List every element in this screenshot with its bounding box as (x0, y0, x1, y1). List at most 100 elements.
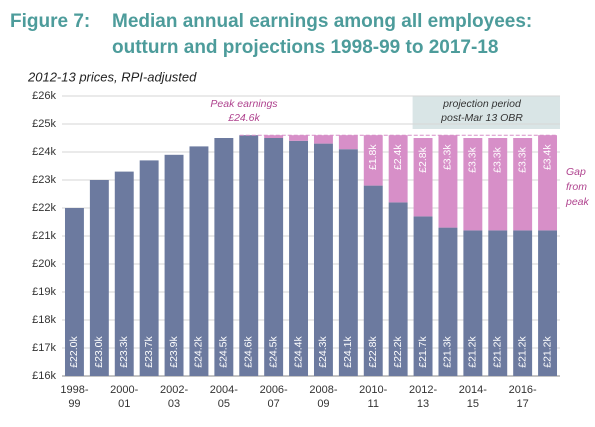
bar (189, 146, 209, 376)
value-label: £21.2k (516, 335, 528, 367)
bar (488, 230, 508, 376)
value-label: £3.3k (492, 146, 504, 172)
gap-bar (538, 135, 558, 231)
y-tick-label: £20k (32, 258, 56, 270)
gap-bar (513, 138, 533, 231)
value-label: £3.4k (541, 144, 553, 170)
value-label: £24.6k (243, 335, 255, 367)
value-label: £3.3k (442, 144, 454, 170)
bar (64, 208, 84, 376)
x-tick-label: 2002- (160, 384, 188, 396)
x-tick-label: 11 (368, 398, 379, 410)
annotation: post-Mar 13 OBR (440, 112, 523, 124)
bar (463, 230, 483, 376)
annotation: Gap (566, 166, 586, 178)
value-label: £2.8k (417, 146, 429, 172)
y-tick-label: £23k (32, 174, 56, 186)
x-tick-label: 2004- (210, 384, 238, 396)
bar (114, 171, 134, 376)
gap-bar (289, 135, 309, 141)
x-tick-label: 2000- (110, 384, 138, 396)
x-tick-label: 2006- (260, 384, 288, 396)
value-label: £21.2k (492, 335, 504, 367)
bar (214, 138, 234, 376)
x-tick-label: 99 (68, 398, 80, 410)
x-tick-label: 15 (467, 398, 479, 410)
x-tick-label: 05 (218, 398, 230, 410)
value-label: £24.5k (218, 335, 230, 367)
gap-bar (463, 138, 483, 231)
x-tick-label: 03 (168, 398, 180, 410)
value-label: £21.2k (541, 335, 553, 367)
bar (313, 143, 333, 376)
gap-bar (388, 135, 408, 203)
value-label: £24.1k (342, 335, 354, 367)
bar (538, 230, 558, 376)
x-tick-label: 2012- (409, 384, 437, 396)
chart-title: Median annual earnings among all employe… (112, 11, 532, 32)
x-tick-label: 2016- (509, 384, 537, 396)
bar (513, 230, 533, 376)
bar (89, 180, 109, 376)
chart-title: outturn and projections 1998-99 to 2017-… (112, 37, 498, 58)
bar (388, 202, 408, 376)
value-label: £24.3k (317, 335, 329, 367)
value-label: £2.4k (392, 144, 404, 170)
y-tick-label: £24k (32, 146, 56, 158)
x-tick-label: 2014- (459, 384, 487, 396)
x-tick-label: 13 (417, 398, 429, 410)
annotation: from (566, 181, 587, 193)
value-label: £21.2k (467, 335, 479, 367)
value-label: £23.0k (93, 335, 105, 367)
value-label: £21.7k (417, 335, 429, 367)
annotation: Peak earnings (210, 98, 278, 110)
y-tick-label: £16k (32, 370, 56, 382)
y-tick-label: £17k (32, 342, 56, 354)
x-tick-label: 01 (118, 398, 130, 410)
value-label: £24.4k (292, 335, 304, 367)
annotation: £24.6k (227, 112, 260, 124)
value-label: £23.9k (168, 335, 180, 367)
value-label: £23.3k (118, 335, 130, 367)
x-tick-label: 07 (268, 398, 280, 410)
gap-bar (264, 135, 284, 138)
value-label: £21.3k (442, 335, 454, 367)
y-tick-label: £19k (32, 286, 56, 298)
value-label: £3.3k (516, 146, 528, 172)
bar (164, 154, 184, 376)
annotation: projection period (442, 98, 522, 110)
y-tick-label: £18k (32, 314, 56, 326)
gap-bar (413, 138, 433, 217)
bar (264, 138, 284, 376)
annotation: peak (565, 196, 590, 208)
x-tick-label: 2008- (309, 384, 337, 396)
bar (363, 185, 383, 376)
y-tick-label: £25k (32, 118, 56, 130)
x-tick-label: 2010- (359, 384, 387, 396)
bar (338, 149, 358, 376)
subtitle: 2012-13 prices, RPI-adjusted (27, 69, 197, 84)
value-label: £23.7k (143, 335, 155, 367)
value-label: £22.8k (367, 335, 379, 367)
value-label: £1.8k (367, 144, 379, 170)
value-label: £24.5k (267, 335, 279, 367)
value-label: £3.3k (467, 146, 479, 172)
x-tick-label: 1998- (60, 384, 88, 396)
bar (438, 227, 458, 376)
bar (289, 140, 309, 376)
gap-bar (488, 138, 508, 231)
bar (239, 135, 259, 376)
bar (139, 160, 159, 376)
value-label: £24.2k (193, 335, 205, 367)
value-label: £22.2k (392, 335, 404, 367)
gap-bar (338, 135, 358, 150)
bar (413, 216, 433, 376)
figure-label: Figure 7: (10, 11, 90, 32)
value-label: £22.0k (68, 335, 80, 367)
gap-bar (363, 135, 383, 186)
gap-bar (313, 135, 333, 144)
x-tick-label: 17 (517, 398, 529, 410)
gap-bar (438, 135, 458, 228)
y-tick-label: £22k (32, 202, 56, 214)
